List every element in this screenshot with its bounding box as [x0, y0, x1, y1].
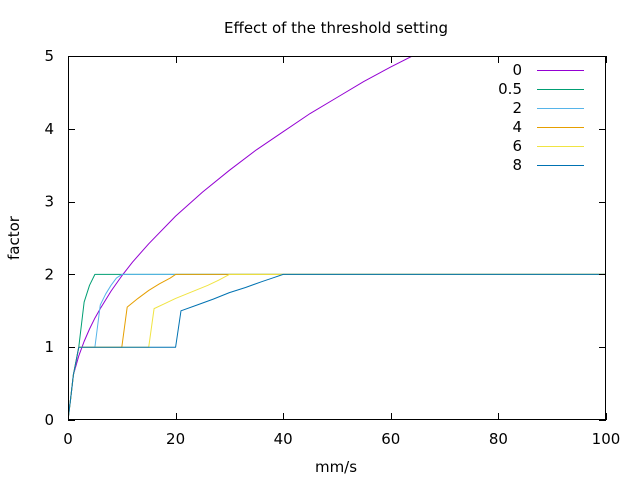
y-axis-title: factor [5, 215, 23, 260]
x-tick-label: 60 [381, 430, 400, 448]
chart-title: Effect of the threshold setting [224, 19, 448, 37]
legend-label: 4 [512, 118, 522, 136]
y-tick-label: 5 [44, 47, 54, 65]
legend-label: 2 [512, 99, 522, 117]
x-tick-label: 100 [592, 430, 621, 448]
legend-label: 0.5 [498, 80, 522, 98]
y-tick-label: 1 [44, 338, 54, 356]
y-tick-label: 2 [44, 265, 54, 283]
legend-label: 8 [512, 156, 522, 174]
legend-label: 0 [512, 61, 522, 79]
y-tick-label: 4 [44, 120, 54, 138]
x-tick-label: 40 [274, 430, 293, 448]
legend-label: 6 [512, 137, 522, 155]
series-line-0 [68, 56, 413, 420]
y-tick-label: 3 [44, 193, 54, 211]
y-tick-label: 0 [44, 411, 54, 429]
x-tick-label: 0 [63, 430, 73, 448]
plot-frame [68, 56, 606, 420]
x-tick-label: 20 [166, 430, 185, 448]
x-axis-title: mm/s [315, 458, 357, 476]
series-line-5 [68, 273, 606, 420]
x-tick-label: 80 [489, 430, 508, 448]
